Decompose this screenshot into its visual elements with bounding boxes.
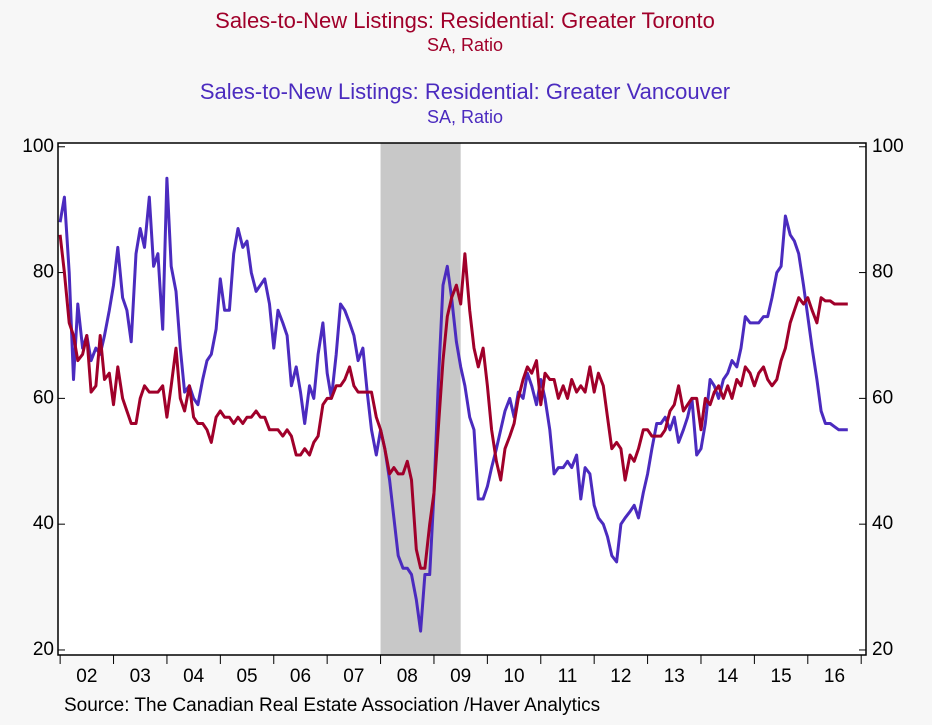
- y2-tick-label: 100: [872, 136, 904, 157]
- y2-tick-label: 60: [872, 387, 893, 408]
- y-tick-label: 20: [33, 639, 54, 660]
- plot-frame: [57, 142, 867, 656]
- y-tick-label: 60: [33, 387, 54, 408]
- x-tick-label: 04: [183, 666, 205, 687]
- x-tick-label: 10: [503, 666, 524, 687]
- x-tick-label: 09: [450, 666, 471, 687]
- x-tick-label: 05: [236, 666, 257, 687]
- subtitle: SA, Ratio: [427, 107, 503, 127]
- x-tick-label: 08: [397, 666, 418, 687]
- y-tick-label: 80: [33, 262, 54, 283]
- x-tick-label: 14: [717, 666, 739, 687]
- y-tick-label: 100: [22, 136, 54, 157]
- y2-tick-label: 80: [872, 262, 893, 283]
- x-tick-label: 07: [343, 666, 364, 687]
- y-tick-label: 40: [33, 513, 54, 534]
- x-tick-label: 03: [130, 666, 151, 687]
- series-line: [58, 234, 848, 570]
- x-tick-label: 06: [290, 666, 311, 687]
- x-tick-label: 12: [610, 666, 631, 687]
- y2-tick-label: 40: [872, 513, 893, 534]
- source: Source: The Canadian Real Estate Associa…: [64, 695, 600, 716]
- x-tick-label: 16: [824, 666, 845, 687]
- x-tick-label: 13: [664, 666, 685, 687]
- title: Sales-to-New Listings: Residential: Grea…: [200, 79, 730, 104]
- subtitle: SA, Ratio: [427, 35, 503, 55]
- shaded-period: [380, 143, 461, 655]
- x-tick-label: 15: [771, 666, 792, 687]
- x-tick-label: 02: [76, 666, 97, 687]
- y2-tick-label: 20: [872, 639, 893, 660]
- x-tick-label: 11: [558, 666, 578, 687]
- title: Sales-to-New Listings: Residential: Grea…: [215, 8, 715, 33]
